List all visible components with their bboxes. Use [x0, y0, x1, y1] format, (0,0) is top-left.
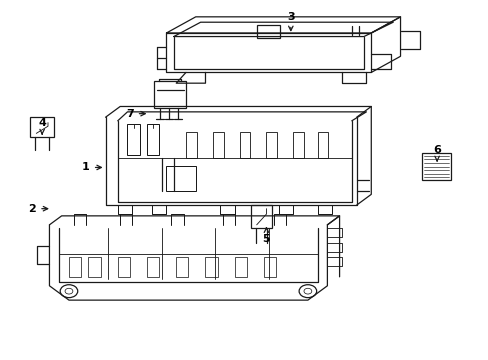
Bar — [266, 132, 277, 158]
Text: 1: 1 — [82, 162, 101, 172]
Bar — [212, 132, 223, 158]
Bar — [234, 257, 246, 277]
Text: 4: 4 — [38, 118, 46, 134]
Bar — [293, 132, 304, 158]
Bar — [205, 257, 217, 277]
Bar — [69, 257, 81, 277]
Bar — [147, 125, 159, 155]
Text: 5: 5 — [262, 228, 270, 244]
Bar — [264, 257, 276, 277]
Bar — [30, 117, 54, 137]
Bar — [154, 81, 185, 108]
Text: 2: 2 — [28, 204, 48, 214]
Bar — [256, 25, 280, 39]
Bar — [176, 257, 188, 277]
Text: 7: 7 — [126, 109, 145, 119]
Bar — [147, 257, 159, 277]
Text: 6: 6 — [432, 144, 440, 161]
Bar — [239, 132, 250, 158]
Bar — [88, 257, 101, 277]
Bar — [185, 132, 196, 158]
Bar — [127, 125, 140, 155]
Bar — [250, 205, 272, 228]
Bar — [118, 257, 130, 277]
Text: 3: 3 — [286, 12, 294, 31]
Bar — [317, 132, 328, 158]
Bar — [166, 166, 195, 191]
Bar — [422, 153, 450, 180]
